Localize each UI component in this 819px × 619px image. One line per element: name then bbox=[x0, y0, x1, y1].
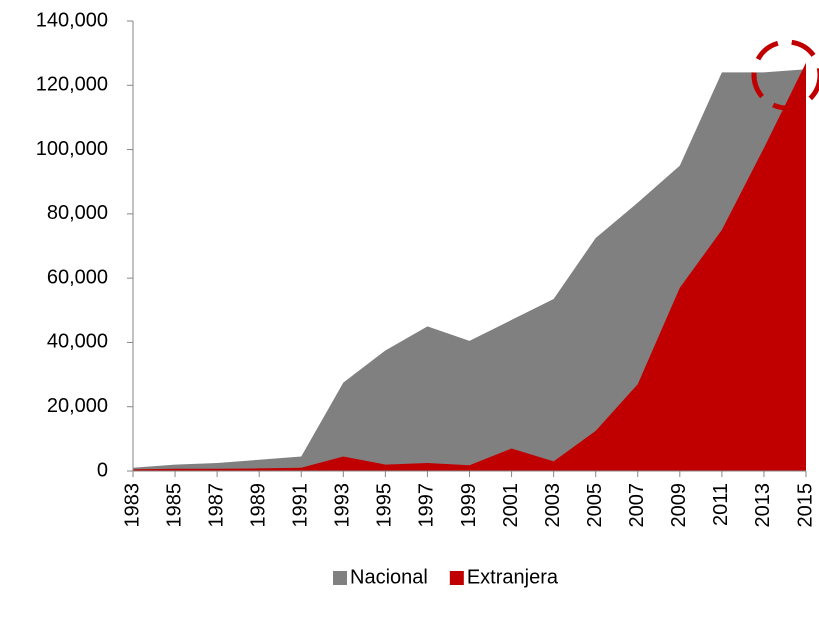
x-tick-label: 1983 bbox=[121, 483, 143, 528]
x-tick-label: 2009 bbox=[668, 483, 690, 528]
x-tick-label: 2003 bbox=[542, 483, 564, 528]
y-tick-label: 40,000 bbox=[47, 331, 108, 353]
y-tick-label: 60,000 bbox=[47, 266, 108, 288]
y-tick-label: 120,000 bbox=[36, 74, 108, 96]
x-tick-label: 2015 bbox=[794, 483, 816, 528]
legend-label: Extranjera bbox=[467, 566, 559, 588]
x-tick-label: 1997 bbox=[416, 483, 438, 528]
x-tick-label: 2013 bbox=[752, 483, 774, 528]
x-tick-label: 1985 bbox=[163, 483, 185, 528]
y-tick-label: 20,000 bbox=[47, 395, 108, 417]
y-tick-label: 80,000 bbox=[47, 202, 108, 224]
y-tick-label: 0 bbox=[97, 459, 108, 481]
highlight-circle bbox=[751, 39, 819, 111]
x-tick-label: 1991 bbox=[290, 483, 312, 528]
legend-swatch bbox=[449, 571, 464, 585]
x-tick-label: 1995 bbox=[374, 483, 396, 528]
y-tick-label: 100,000 bbox=[36, 138, 108, 160]
x-tick-label: 1989 bbox=[247, 483, 269, 528]
legend-label: Nacional bbox=[350, 566, 428, 588]
x-tick-label: 2007 bbox=[626, 483, 648, 528]
plot-area bbox=[133, 62, 806, 472]
x-tick-label: 1999 bbox=[458, 483, 480, 528]
x-tick-label: 1987 bbox=[205, 483, 227, 528]
x-tick-label: 2005 bbox=[584, 483, 606, 528]
area bbox=[133, 62, 806, 472]
x-tick-label: 2001 bbox=[500, 483, 522, 528]
x-tick-label: 2011 bbox=[710, 483, 732, 526]
x-tick-label: 1993 bbox=[332, 483, 354, 528]
legend-swatch bbox=[333, 571, 347, 585]
area bbox=[133, 69, 806, 471]
y-tick-label: 140,000 bbox=[36, 9, 108, 31]
